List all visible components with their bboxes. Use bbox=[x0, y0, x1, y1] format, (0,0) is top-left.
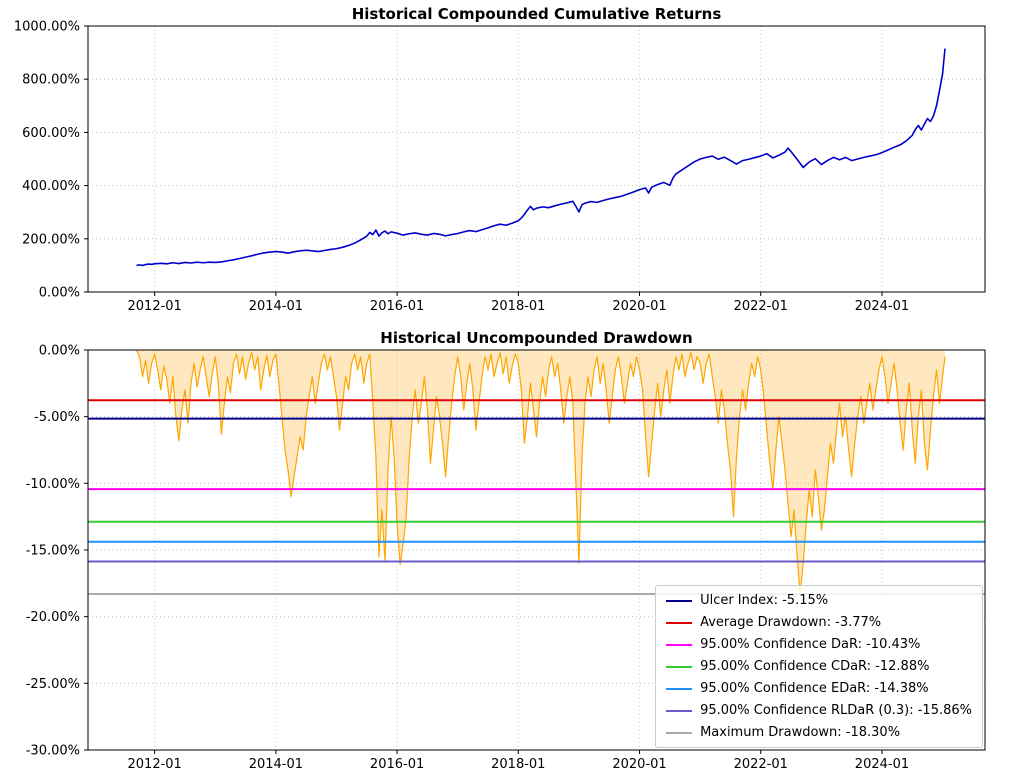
legend-line-swatch bbox=[666, 709, 693, 712]
x-tick-label: 2014-01 bbox=[249, 299, 303, 314]
legend-label: Average Drawdown: -3.77% bbox=[700, 615, 882, 630]
legend-line-swatch bbox=[666, 599, 693, 602]
legend-item: Average Drawdown: -3.77% bbox=[666, 615, 972, 630]
x-tick-label: 2014-01 bbox=[249, 757, 303, 772]
y-tick-label: 1000.00% bbox=[14, 20, 80, 35]
y-tick-label: 800.00% bbox=[22, 73, 80, 88]
x-tick-label: 2018-01 bbox=[491, 299, 545, 314]
x-tick-label: 2024-01 bbox=[855, 299, 909, 314]
drawdown-area bbox=[135, 349, 946, 595]
legend-line-swatch bbox=[666, 643, 693, 646]
x-tick-label: 2012-01 bbox=[128, 299, 182, 314]
legend-label: Ulcer Index: -5.15% bbox=[700, 593, 829, 608]
legend-item: 95.00% Confidence RLDaR (0.3): -15.86% bbox=[666, 703, 972, 718]
x-tick-label: 2016-01 bbox=[370, 299, 424, 314]
x-tick-label: 2022-01 bbox=[734, 757, 788, 772]
legend-line-swatch bbox=[666, 731, 693, 734]
cumulative-returns-line bbox=[136, 48, 946, 267]
y-tick-label: 0.00% bbox=[39, 344, 80, 359]
legend-item: 95.00% Confidence DaR: -10.43% bbox=[666, 637, 972, 652]
cumulative-returns-title: Historical Compounded Cumulative Returns bbox=[351, 5, 722, 23]
legend-label: Maximum Drawdown: -18.30% bbox=[700, 725, 901, 740]
y-tick-label: 200.00% bbox=[22, 232, 80, 247]
legend-line-swatch bbox=[666, 665, 693, 668]
x-tick-label: 2020-01 bbox=[612, 299, 666, 314]
x-tick-label: 2022-01 bbox=[734, 299, 788, 314]
y-tick-label: 600.00% bbox=[22, 126, 80, 141]
y-tick-label: -15.00% bbox=[26, 544, 80, 559]
x-tick-label: 2012-01 bbox=[128, 757, 182, 772]
y-tick-label: 400.00% bbox=[22, 179, 80, 194]
legend-label: 95.00% Confidence DaR: -10.43% bbox=[700, 637, 921, 652]
drawdown-legend: Ulcer Index: -5.15% Average Drawdown: -3.… bbox=[655, 585, 983, 748]
legend-item: Maximum Drawdown: -18.30% bbox=[666, 725, 972, 740]
legend-item: Ulcer Index: -5.15% bbox=[666, 593, 972, 608]
legend-label: 95.00% Confidence EDaR: -14.38% bbox=[700, 681, 929, 696]
y-tick-label: -10.00% bbox=[26, 477, 80, 492]
y-tick-label: -5.00% bbox=[34, 410, 80, 425]
legend-line-swatch bbox=[666, 687, 693, 690]
x-tick-label: 2024-01 bbox=[855, 757, 909, 772]
y-tick-label: -20.00% bbox=[26, 610, 80, 625]
cumulative-returns-chart: 2012-01 2014-01 2016-01 2018-01 2020-01 2022-… bbox=[14, 20, 986, 314]
legend-label: 95.00% Confidence CDaR: -12.88% bbox=[700, 659, 930, 674]
legend-item: 95.00% Confidence CDaR: -12.88% bbox=[666, 659, 972, 674]
y-tick-label: -25.00% bbox=[26, 677, 80, 692]
drawdown-area-fill bbox=[136, 350, 946, 594]
legend-item: 95.00% Confidence EDaR: -14.38% bbox=[666, 681, 972, 696]
x-tick-label: 2016-01 bbox=[370, 757, 424, 772]
drawdown-title: Historical Uncompounded Drawdown bbox=[380, 329, 693, 347]
x-tick-label: 2018-01 bbox=[491, 757, 545, 772]
x-tick-label: 2020-01 bbox=[612, 757, 666, 772]
y-tick-label: -30.00% bbox=[26, 744, 80, 759]
legend-label: 95.00% Confidence RLDaR (0.3): -15.86% bbox=[700, 703, 972, 718]
legend-line-swatch bbox=[666, 621, 693, 624]
plot-border bbox=[87, 25, 986, 293]
y-tick-label: 0.00% bbox=[39, 286, 80, 301]
